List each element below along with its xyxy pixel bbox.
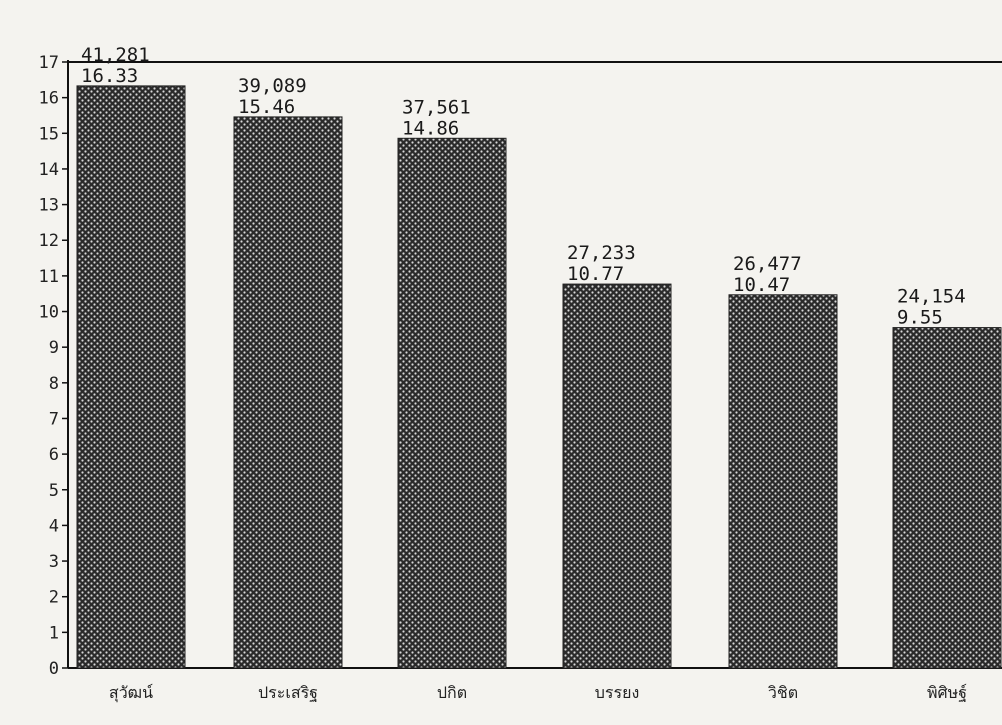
bar-value-label: 15.46 bbox=[238, 96, 295, 118]
y-tick-label: 4 bbox=[49, 516, 59, 536]
y-tick-label: 17 bbox=[39, 53, 59, 73]
category-label: พิศิษฐ์ bbox=[927, 683, 967, 702]
axes bbox=[67, 60, 1002, 669]
y-tick-label: 8 bbox=[49, 374, 59, 394]
y-tick-label: 2 bbox=[49, 588, 59, 608]
bar-count-label: 26,477 bbox=[733, 253, 802, 275]
category-label: ปกิต bbox=[437, 683, 467, 702]
y-tick-label: 7 bbox=[49, 409, 59, 429]
category-label: ประเสริฐ bbox=[258, 683, 318, 702]
y-tick-label: 10 bbox=[39, 303, 59, 323]
bar-count-label: 41,281 bbox=[81, 44, 150, 66]
y-tick-label: 16 bbox=[39, 89, 59, 109]
y-tick-label: 11 bbox=[39, 267, 59, 287]
bars bbox=[76, 85, 1002, 669]
y-tick-label: 1 bbox=[49, 623, 59, 643]
y-tick-label: 12 bbox=[39, 231, 59, 251]
bar-count-label: 37,561 bbox=[402, 96, 471, 118]
y-tick-label: 0 bbox=[49, 659, 59, 679]
y-tick-label: 13 bbox=[39, 196, 59, 216]
category-labels: สุวัฒน์ ประเสริฐ ปกิต บรรยง วิชิต พิศิษฐ์ bbox=[109, 683, 967, 703]
bar-value-label: 9.55 bbox=[897, 307, 943, 329]
bar-value-label: 14.86 bbox=[402, 117, 459, 139]
bar-count-label: 39,089 bbox=[238, 75, 307, 97]
bar bbox=[728, 294, 838, 669]
category-label: บรรยง bbox=[595, 683, 640, 702]
bar-value-label: 10.77 bbox=[567, 263, 624, 285]
y-tick-label: 5 bbox=[49, 481, 59, 501]
bar-value-label: 10.47 bbox=[733, 274, 790, 296]
bar-count-label: 27,233 bbox=[567, 242, 636, 264]
y-tick-label: 14 bbox=[39, 160, 59, 180]
y-tick-label: 3 bbox=[49, 552, 59, 572]
y-tick-label: 9 bbox=[49, 338, 59, 358]
bar-count-label: 24,154 bbox=[897, 286, 966, 308]
bar bbox=[562, 283, 672, 669]
y-tick-label: 6 bbox=[49, 445, 59, 465]
category-label: สุวัฒน์ bbox=[109, 683, 153, 703]
bar bbox=[233, 116, 343, 669]
bar bbox=[76, 85, 186, 669]
category-label: วิชิต bbox=[768, 683, 798, 702]
bar bbox=[892, 327, 1002, 669]
bar-value-label: 16.33 bbox=[81, 65, 138, 87]
y-tick-label: 15 bbox=[39, 124, 59, 144]
bar bbox=[397, 137, 507, 669]
